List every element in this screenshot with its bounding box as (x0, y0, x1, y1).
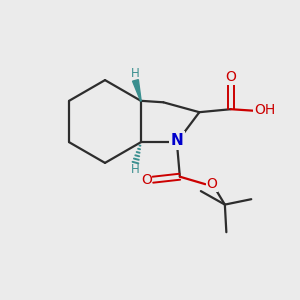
Polygon shape (133, 80, 141, 101)
Text: H: H (131, 67, 140, 80)
Text: H: H (131, 163, 140, 176)
Text: O: O (141, 173, 152, 187)
Text: O: O (225, 70, 236, 84)
Text: O: O (206, 177, 218, 191)
Text: OH: OH (254, 103, 275, 117)
Text: N: N (170, 133, 183, 148)
